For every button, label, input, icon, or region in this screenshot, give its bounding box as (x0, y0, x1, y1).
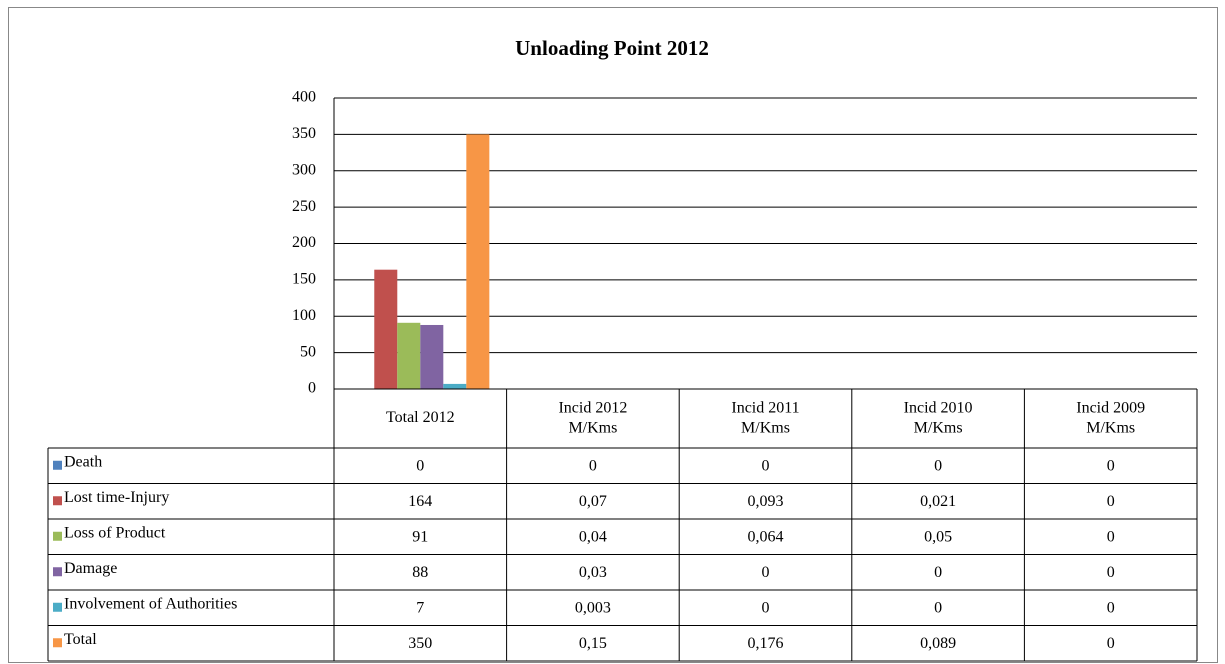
legend-swatch (53, 638, 62, 648)
legend-label: Lost time-Injury (64, 489, 169, 506)
table-value: 0 (934, 564, 942, 581)
bar (397, 322, 421, 389)
x-tick-label: Incid 2012 M/Kms (558, 399, 627, 436)
bar (374, 269, 398, 389)
legend-label: Death (64, 453, 102, 470)
x-tick-label: Incid 2009 M/Kms (1076, 399, 1145, 436)
y-tick-label: 0 (308, 380, 316, 397)
table-value: 0,093 (748, 493, 784, 510)
table-value: 0 (762, 599, 770, 616)
table-value: 0,05 (924, 528, 952, 545)
table-value: 0 (762, 457, 770, 474)
legend-label: Involvement of Authorities (64, 595, 237, 612)
legend-swatch (53, 531, 62, 541)
table-value: 0,089 (920, 635, 956, 652)
legend-swatch (53, 567, 62, 577)
legend-swatch (53, 460, 62, 470)
y-tick-label: 400 (292, 89, 316, 106)
legend-label: Damage (64, 560, 117, 577)
table-value: 0,04 (579, 528, 607, 545)
bar (466, 134, 490, 389)
chart-title: Unloading Point 2012 (515, 36, 709, 60)
table-value: 0 (934, 457, 942, 474)
y-tick-label: 50 (300, 343, 316, 360)
table-value: 0 (589, 457, 597, 474)
table-value: 7 (416, 599, 424, 616)
chart-frame (8, 7, 1218, 663)
x-tick-label: Total 2012 (386, 409, 455, 426)
table-value: 0,176 (748, 635, 784, 652)
table-value: 0,021 (920, 493, 956, 510)
y-tick-label: 350 (292, 125, 316, 142)
table-value: 0 (416, 457, 424, 474)
y-tick-label: 250 (292, 198, 316, 215)
table-value: 0 (1107, 528, 1115, 545)
table-value: 0,15 (579, 635, 607, 652)
legend-swatch (53, 496, 62, 506)
bar (420, 324, 444, 389)
table-value: 88 (412, 564, 428, 581)
table-value: 0 (1107, 564, 1115, 581)
table-value: 0 (934, 599, 942, 616)
table-value: 0,064 (748, 528, 784, 545)
table-value: 0,003 (575, 599, 611, 616)
legend-swatch (53, 602, 62, 612)
table-value: 91 (412, 528, 428, 545)
table-value: 0 (1107, 493, 1115, 510)
y-tick-label: 150 (292, 271, 316, 288)
y-tick-label: 300 (292, 161, 316, 178)
table-value: 0,07 (579, 493, 607, 510)
table-value: 0 (1107, 457, 1115, 474)
table-value: 0,03 (579, 564, 607, 581)
table-value: 0 (762, 564, 770, 581)
table-value: 164 (408, 493, 432, 510)
y-tick-label: 100 (292, 307, 316, 324)
x-tick-label: Incid 2010 M/Kms (904, 399, 973, 436)
y-tick-label: 200 (292, 234, 316, 251)
legend-label: Loss of Product (64, 524, 166, 541)
table-value: 0 (1107, 635, 1115, 652)
x-tick-label: Incid 2011 M/Kms (731, 399, 799, 436)
table-value: 0 (1107, 599, 1115, 616)
bar (443, 383, 467, 389)
table-value: 350 (408, 635, 432, 652)
legend-label: Total (64, 631, 97, 648)
